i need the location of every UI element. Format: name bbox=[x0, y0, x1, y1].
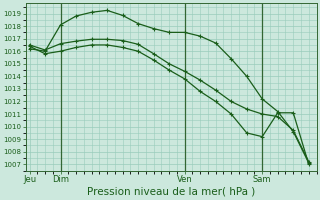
X-axis label: Pression niveau de la mer( hPa ): Pression niveau de la mer( hPa ) bbox=[87, 187, 255, 197]
